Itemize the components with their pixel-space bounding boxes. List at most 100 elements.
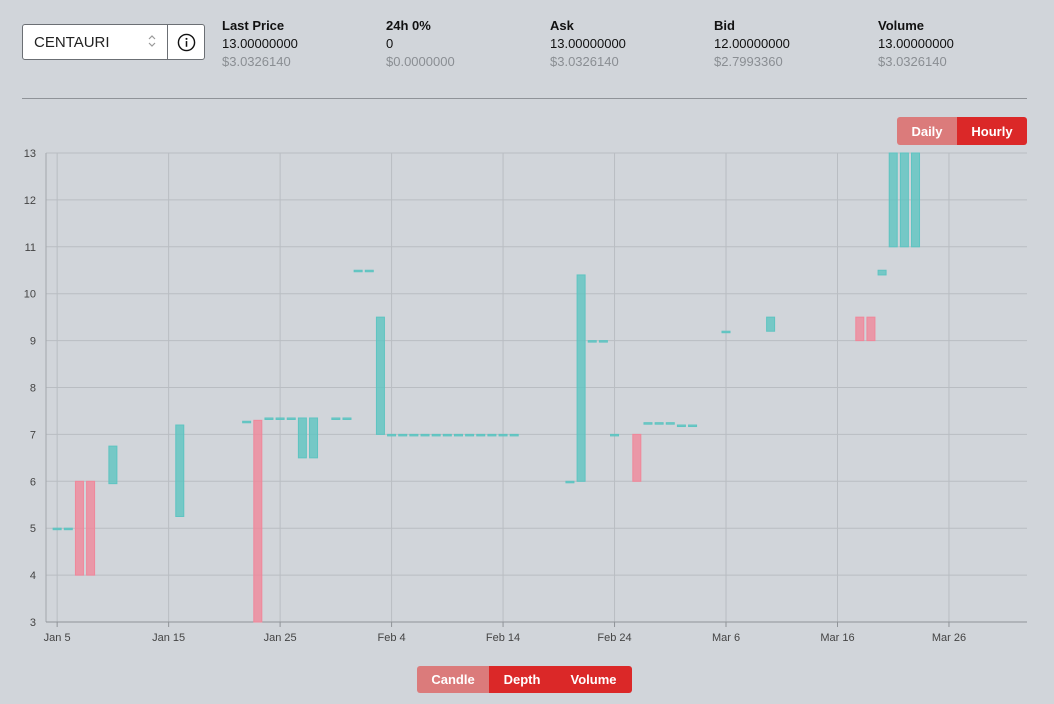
candle — [387, 433, 397, 437]
x-tick-label: Feb 24 — [597, 632, 631, 644]
x-tick-label: Feb 4 — [378, 632, 406, 644]
candle — [242, 420, 252, 424]
stat-value: 12.00000000 — [714, 36, 790, 51]
candle — [74, 480, 84, 576]
x-tick-label: Mar 26 — [932, 632, 966, 644]
candle — [275, 417, 285, 420]
candle — [431, 433, 441, 437]
stat-label: 24h 0% — [386, 18, 431, 33]
info-button[interactable] — [168, 25, 204, 59]
candle — [108, 445, 118, 485]
candle — [688, 424, 698, 428]
stat-volume: Volume 13.00000000 $3.0326140 — [878, 17, 954, 71]
chevron-updown-icon — [147, 34, 157, 50]
candle — [899, 152, 909, 248]
candle — [643, 422, 653, 425]
stat-label: Volume — [878, 18, 924, 33]
candle — [877, 269, 887, 276]
candle — [420, 433, 430, 437]
candle — [398, 433, 408, 437]
stat-usd: $0.0000000 — [386, 54, 455, 69]
y-tick-label: 10 — [24, 289, 36, 301]
candle-button[interactable]: Candle — [417, 666, 489, 693]
candle — [911, 152, 921, 248]
y-tick-label: 8 — [30, 383, 36, 395]
header-divider — [22, 98, 1027, 99]
candle — [866, 316, 876, 342]
candle — [509, 433, 519, 437]
volume-button[interactable]: Volume — [555, 666, 632, 693]
period-toggle: Daily Hourly — [897, 117, 1027, 145]
stat-usd: $3.0326140 — [222, 54, 291, 69]
y-tick-label: 11 — [25, 242, 36, 254]
candle — [453, 433, 463, 437]
candle — [364, 269, 374, 273]
y-tick-label: 6 — [30, 476, 36, 488]
y-tick-label: 9 — [30, 336, 36, 348]
candle — [665, 422, 675, 425]
candle — [264, 417, 274, 420]
candle — [654, 422, 664, 425]
candle — [498, 433, 508, 437]
y-tick-label: 12 — [24, 195, 36, 207]
y-tick-label: 7 — [30, 429, 36, 441]
candle — [576, 274, 586, 482]
candle — [409, 433, 419, 437]
candle — [175, 424, 185, 517]
stat-ask: Ask 13.00000000 $3.0326140 — [550, 17, 626, 71]
y-axis: 3 4 5 6 7 8 9 10 11 12 13 — [24, 148, 47, 629]
stat-usd: $2.7993360 — [714, 54, 783, 69]
candle — [309, 417, 319, 459]
y-tick-label: 4 — [30, 570, 36, 582]
candle — [52, 527, 62, 531]
candle — [632, 433, 642, 482]
candle — [353, 269, 363, 273]
daily-button[interactable]: Daily — [897, 117, 957, 145]
candle — [63, 527, 73, 531]
stat-value: 13.00000000 — [222, 36, 298, 51]
stat-label: Bid — [714, 18, 735, 33]
candle — [465, 433, 475, 437]
currency-selector[interactable]: CENTAURI — [22, 24, 205, 60]
depth-button[interactable]: Depth — [489, 666, 555, 693]
x-tick-label: Jan 25 — [264, 632, 297, 644]
candle — [253, 419, 263, 623]
candle — [86, 480, 96, 576]
stat-usd: $3.0326140 — [878, 54, 947, 69]
x-axis: Jan 5 Jan 15 Jan 25 Feb 4 Feb 14 Feb 24 Mar 6 M… — [44, 621, 1027, 644]
x-tick-label: Jan 5 — [44, 632, 71, 644]
chart-grid — [46, 152, 1027, 623]
y-tick-label: 3 — [30, 617, 36, 629]
currency-value: CENTAURI — [34, 33, 110, 51]
info-icon — [177, 33, 195, 51]
stat-24h-change: 24h 0% 0 $0.0000000 — [386, 17, 455, 71]
candle — [375, 316, 385, 435]
hourly-button[interactable]: Hourly — [957, 117, 1027, 145]
currency-dropdown[interactable]: CENTAURI — [23, 25, 168, 59]
candle — [610, 433, 620, 437]
candle — [476, 433, 486, 437]
candle — [721, 330, 731, 334]
stat-bid: Bid 12.00000000 $2.7993360 — [714, 17, 790, 71]
candle — [286, 417, 296, 420]
candle — [331, 417, 341, 420]
candle — [565, 480, 575, 484]
stat-label: Last Price — [222, 18, 285, 33]
candle — [342, 417, 352, 420]
candle — [598, 340, 608, 343]
stat-value: 13.00000000 — [878, 36, 954, 51]
candle — [855, 316, 865, 342]
x-tick-label: Mar 6 — [712, 632, 740, 644]
stat-value: 13.00000000 — [550, 36, 626, 51]
y-tick-label: 13 — [24, 148, 36, 160]
candle — [766, 316, 776, 332]
candle — [442, 433, 452, 437]
candle — [888, 152, 898, 248]
candles — [52, 152, 921, 623]
y-tick-label: 5 — [30, 523, 36, 535]
stat-last-price: Last Price 13.00000000 $3.0326140 — [222, 17, 298, 71]
candle — [587, 340, 597, 343]
candle — [297, 417, 307, 459]
x-tick-label: Feb 14 — [486, 632, 520, 644]
